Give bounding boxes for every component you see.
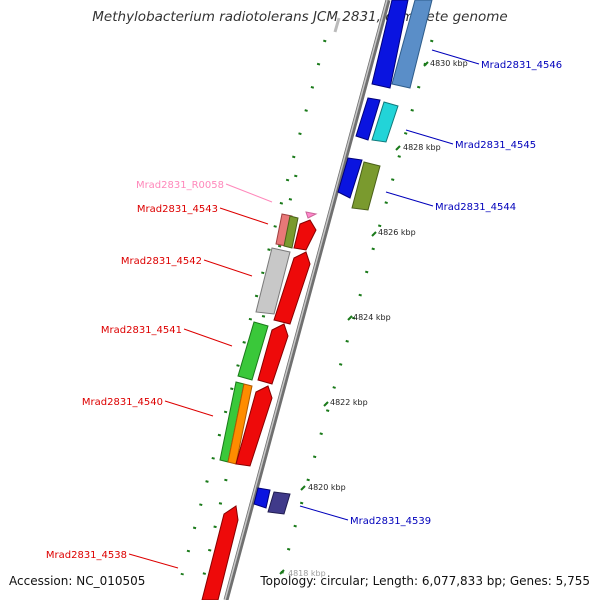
rna-arrow-r0058[interactable] xyxy=(305,211,318,219)
tick-label-4820: 4820 kbp xyxy=(308,483,346,492)
tick-label-4828: 4828 kbp xyxy=(403,143,441,152)
gene-arrow-4541-b[interactable] xyxy=(257,323,289,385)
reverse-genes xyxy=(253,0,433,515)
forward-genes xyxy=(201,211,318,600)
gene-arrow-4545-b[interactable] xyxy=(371,101,399,143)
backbone xyxy=(223,0,391,600)
label-4545[interactable]: Mrad2831_4545 xyxy=(455,140,536,151)
label-4542[interactable]: Mrad2831_4542 xyxy=(121,256,202,267)
gene-labels: Mrad2831_R0058 Mrad2831_4543 Mrad2831_45… xyxy=(46,60,562,561)
label-4544[interactable]: Mrad2831_4544 xyxy=(435,202,516,213)
gene-arrow-4544-a[interactable] xyxy=(337,157,363,199)
gene-arrow-4543-b[interactable] xyxy=(283,215,299,249)
gene-arrow-4538[interactable] xyxy=(201,505,239,600)
gene-arrow-4541-a[interactable] xyxy=(237,321,269,381)
gene-arrow-4540-c[interactable] xyxy=(235,385,273,467)
tick-label-4818: 4818 kbp xyxy=(288,569,326,578)
label-r0058[interactable]: Mrad2831_R0058 xyxy=(136,180,224,191)
gene-arrow-4546-b[interactable] xyxy=(391,0,433,89)
tick-label-4824: 4824 kbp xyxy=(353,313,391,322)
gene-arrow-4545-a[interactable] xyxy=(355,97,381,141)
guide-tracks xyxy=(180,39,434,581)
label-4539[interactable]: Mrad2831_4539 xyxy=(350,516,431,527)
tick-label-4830: 4830 kbp xyxy=(430,59,468,68)
tick-label-4826: 4826 kbp xyxy=(378,228,416,237)
label-4543[interactable]: Mrad2831_4543 xyxy=(137,204,218,215)
gene-arrow-4542-a[interactable] xyxy=(255,247,291,315)
gene-arrow-4544-b[interactable] xyxy=(351,161,381,211)
scale-ticks: 4830 kbp 4828 kbp 4826 kbp 4824 kbp 4822… xyxy=(279,59,468,578)
gene-arrow-4539-a[interactable] xyxy=(253,487,271,509)
label-4546[interactable]: Mrad2831_4546 xyxy=(481,60,562,71)
label-4540[interactable]: Mrad2831_4540 xyxy=(82,397,163,408)
gene-arrow-4539-b[interactable] xyxy=(267,491,291,515)
accession-label: Accession: NC_010505 xyxy=(9,574,146,588)
label-4538[interactable]: Mrad2831_4538 xyxy=(46,550,127,561)
topology-label: Topology: circular; Length: 6,077,833 bp… xyxy=(260,574,590,588)
backbone-fragment xyxy=(333,17,341,33)
gene-arrow-4543-c[interactable] xyxy=(293,219,317,251)
tick-label-4822: 4822 kbp xyxy=(330,398,368,407)
gene-arrow-4546-a[interactable] xyxy=(371,0,409,89)
label-4541[interactable]: Mrad2831_4541 xyxy=(101,325,182,336)
gene-arrow-4542-b[interactable] xyxy=(273,251,311,325)
label-connectors xyxy=(128,49,480,569)
